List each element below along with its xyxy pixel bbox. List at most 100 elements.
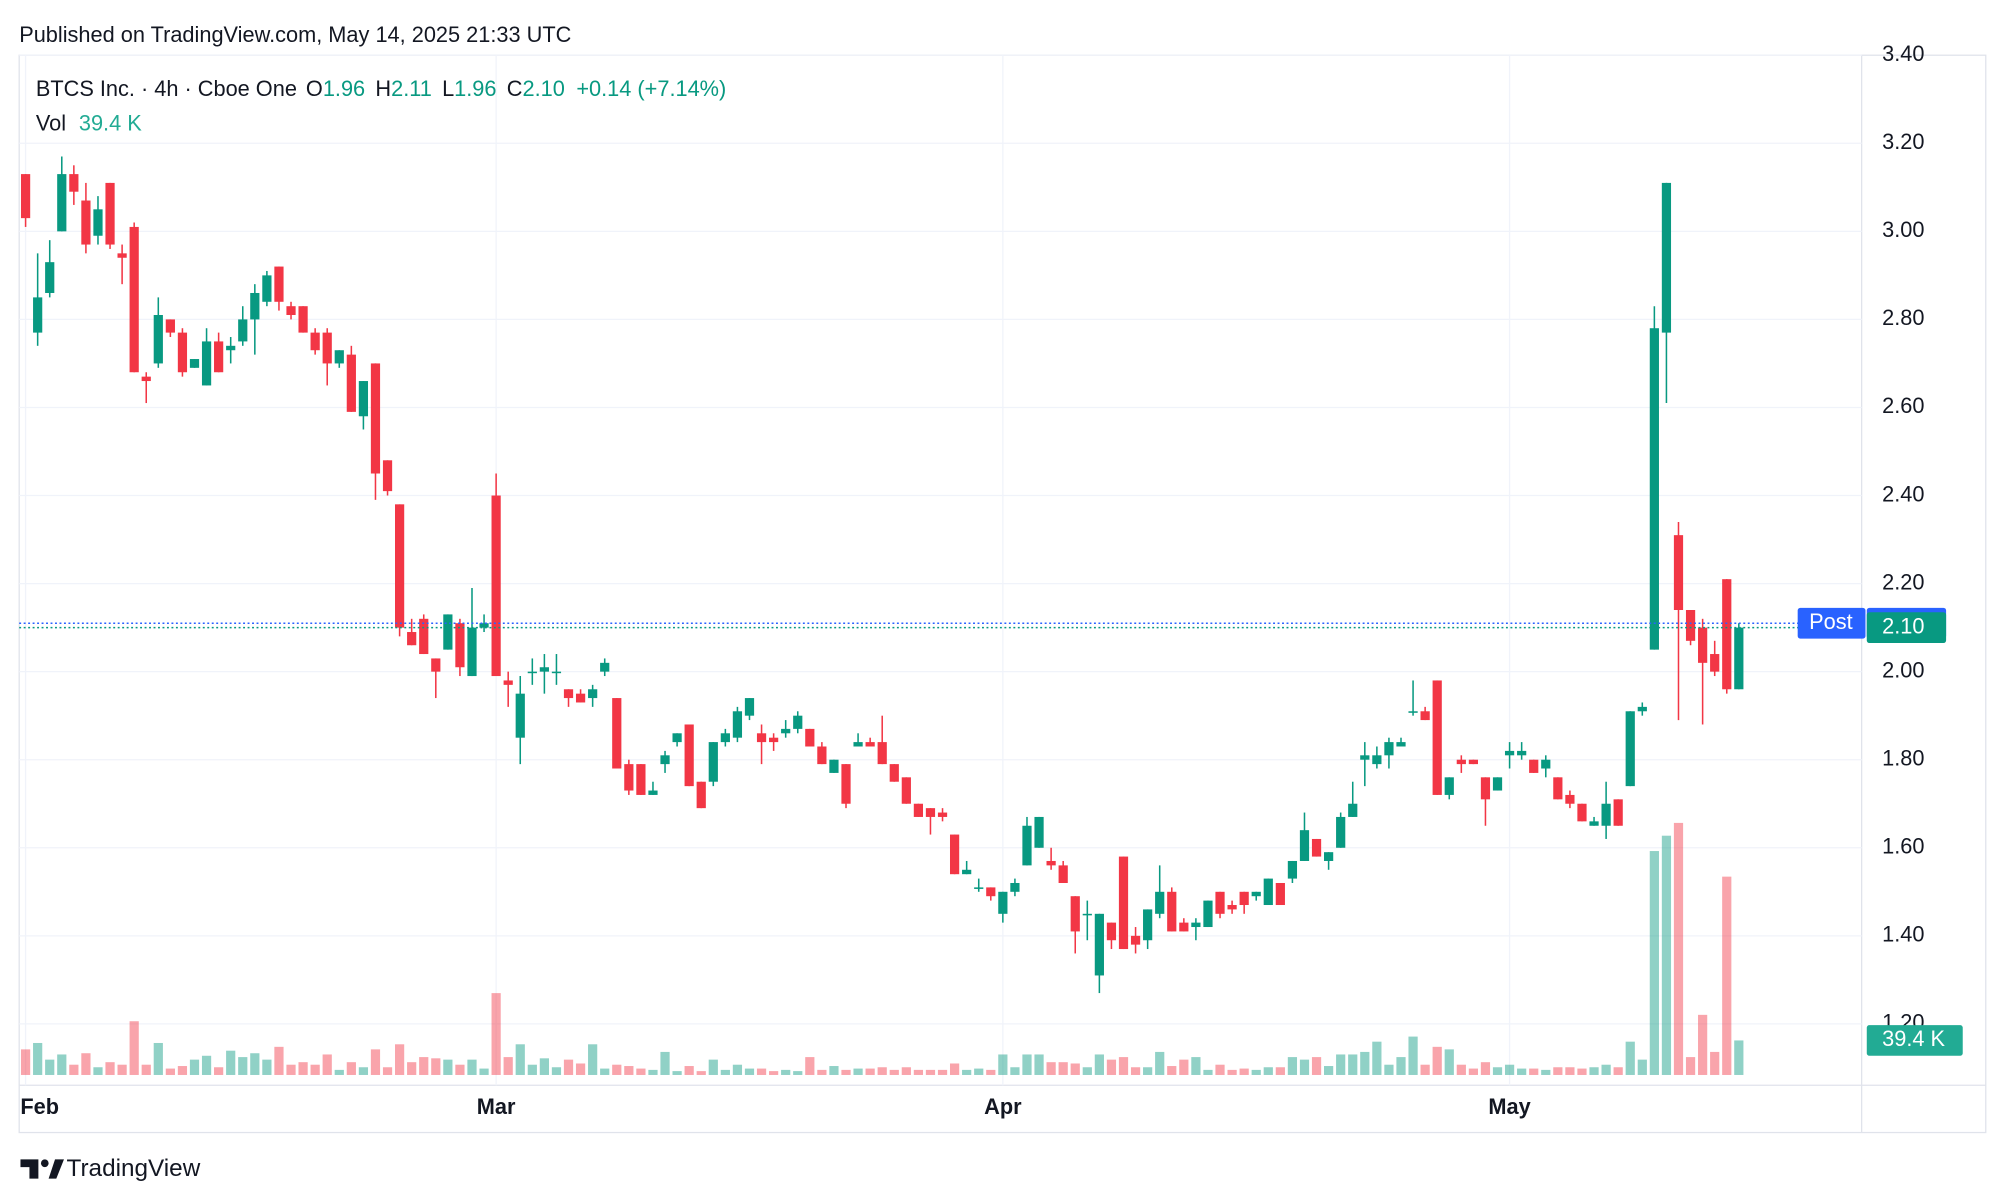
candle-body xyxy=(515,693,525,738)
volume-bar xyxy=(1046,1062,1056,1075)
volume-bar xyxy=(937,1069,948,1075)
candle-body xyxy=(1492,777,1503,791)
candle-body xyxy=(672,733,682,743)
volume-bar xyxy=(1637,1059,1647,1075)
volume-bar xyxy=(744,1068,755,1075)
post-label-badge xyxy=(1797,607,1866,639)
volume-bar xyxy=(479,1068,489,1075)
candle-body xyxy=(45,262,55,293)
volume-bar xyxy=(81,1053,91,1075)
candle-body xyxy=(1299,830,1310,861)
legend-item: 39.4 K xyxy=(79,110,142,135)
volume-bar xyxy=(1275,1067,1285,1075)
last-price-label: 2.10 xyxy=(1882,613,1924,638)
y-tick-label: 1.60 xyxy=(1882,834,1924,859)
volume-bar xyxy=(45,1059,55,1075)
volume-bar xyxy=(781,1069,791,1075)
candle-body xyxy=(1239,891,1249,906)
legend-item: H xyxy=(375,76,391,101)
candle-body xyxy=(1360,755,1370,760)
volume-bar xyxy=(1082,1067,1092,1075)
candle-body xyxy=(1082,913,1092,916)
candle-body xyxy=(998,891,1008,914)
volume-bar xyxy=(1203,1069,1213,1075)
volume-bar xyxy=(250,1053,260,1075)
volume-bar xyxy=(1287,1057,1298,1075)
candle-body xyxy=(322,332,332,364)
volume-bar xyxy=(769,1071,779,1075)
candle-body xyxy=(877,742,887,765)
legend-item: 2.10 xyxy=(522,76,564,101)
volume-bar xyxy=(1167,1066,1177,1075)
volume-bar xyxy=(696,1071,706,1075)
candle-body xyxy=(1661,182,1672,333)
y-tick-label: 2.00 xyxy=(1882,657,1924,682)
volume-bar xyxy=(1324,1066,1334,1075)
volume-bar xyxy=(1420,1064,1430,1075)
candle-body xyxy=(1480,777,1491,800)
candle-body xyxy=(1348,803,1358,817)
candle-body xyxy=(1130,935,1141,945)
volume-bar xyxy=(1613,1067,1623,1075)
volume-bar xyxy=(1553,1067,1563,1075)
volume-bar xyxy=(394,1044,405,1075)
x-tick-label: Mar xyxy=(477,1094,516,1119)
volume-bar xyxy=(1432,1046,1442,1075)
candle-body xyxy=(1625,711,1635,787)
volume-pane xyxy=(20,822,1744,1075)
legend-item: O xyxy=(306,76,323,101)
y-tick-label: 1.40 xyxy=(1882,922,1924,947)
candle-body xyxy=(1468,759,1478,765)
volume-bar xyxy=(1336,1054,1346,1075)
volume-bar xyxy=(853,1068,863,1075)
volume-bar xyxy=(141,1064,151,1075)
volume-bar xyxy=(1239,1068,1249,1075)
candle-body xyxy=(250,292,260,320)
volume-bar xyxy=(962,1069,972,1075)
candle-body xyxy=(1734,627,1744,690)
candle-body xyxy=(648,790,658,795)
candle-body xyxy=(1673,535,1684,611)
candle-body xyxy=(394,504,405,628)
candle-body xyxy=(974,887,984,889)
volume-bar xyxy=(925,1069,936,1075)
volume-bar xyxy=(1118,1057,1129,1075)
candle-body xyxy=(1118,856,1129,950)
candle-body xyxy=(949,834,960,875)
candle-body xyxy=(624,764,634,791)
candle-body xyxy=(817,746,827,765)
candle-body xyxy=(1094,913,1104,976)
volume-bar xyxy=(1010,1067,1020,1075)
legend-item: C xyxy=(507,76,523,101)
volume-bar xyxy=(1106,1059,1117,1075)
candle-body xyxy=(443,614,453,650)
volume-bar xyxy=(1227,1069,1237,1075)
y-tick-label: 3.40 xyxy=(1882,41,1924,66)
candle-body xyxy=(1227,905,1237,910)
volume-bar xyxy=(286,1064,296,1075)
volume-bar xyxy=(165,1068,175,1075)
volume-bar xyxy=(1094,1054,1104,1075)
volume-bar xyxy=(1408,1036,1418,1075)
volume-bar xyxy=(322,1054,332,1075)
volume-bar xyxy=(1529,1068,1539,1075)
candle-body xyxy=(382,460,393,492)
volume-bar xyxy=(238,1057,248,1075)
candle-body xyxy=(1710,654,1720,672)
candle-body xyxy=(1179,922,1189,932)
volume-bar xyxy=(503,1057,513,1075)
candle-body xyxy=(298,306,308,333)
volume-bar xyxy=(262,1059,272,1075)
candle-body xyxy=(262,275,272,302)
candle-body xyxy=(769,737,779,743)
candle-body xyxy=(660,755,670,765)
candle-body xyxy=(407,632,417,646)
candle-body xyxy=(1022,825,1032,866)
volume-bar xyxy=(817,1069,827,1075)
y-tick-label: 2.40 xyxy=(1882,481,1924,506)
volume-bar xyxy=(986,1069,996,1075)
candle-body xyxy=(1372,755,1382,765)
volume-badge xyxy=(1866,1025,1963,1056)
